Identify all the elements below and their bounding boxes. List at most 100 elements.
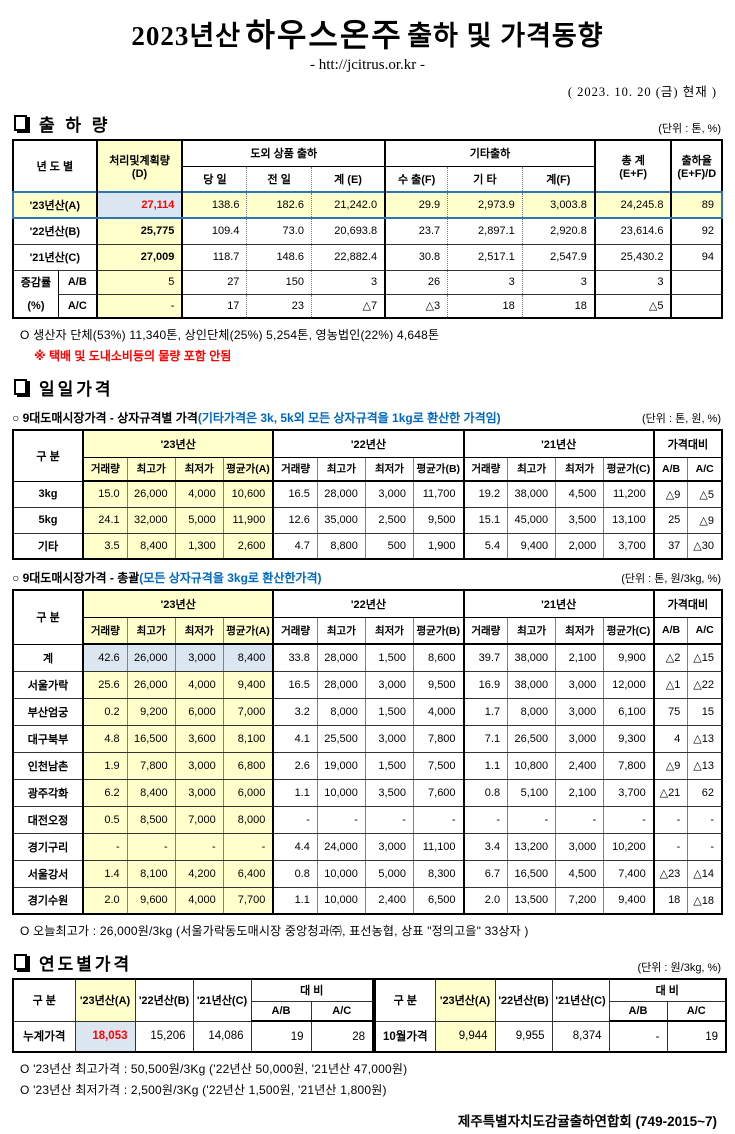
value-cell: 1.1 <box>462 752 508 780</box>
title-year: 2023년산 <box>131 21 242 51</box>
col-header-y21: '21년산(C) <box>551 979 610 1022</box>
col-group-ratio: 가격대비 <box>652 590 722 618</box>
value-cell: 18 <box>447 294 523 319</box>
value-cell: 8,000 <box>222 806 274 834</box>
value-cell: 92 <box>670 218 722 245</box>
yearly-price-tables: 구 분 '23년산(A) '22년산(B) '21년산(C) 대 비 A/B A… <box>12 978 728 1053</box>
value-cell: 9,400 <box>507 533 556 560</box>
value-cell: 28,000 <box>316 481 366 508</box>
shipment-table: 년 도 별 처리및계획량 (D) 도외 상품 출하 기타출하 총 계 (E+F)… <box>12 139 723 319</box>
summary-price-unit-label: (단위 : 톤, 원/3kg, %) <box>621 573 721 585</box>
value-cell: 28,000 <box>316 671 366 699</box>
value-cell: 26,000 <box>126 644 176 672</box>
sub-header: 거래량 <box>462 617 508 645</box>
value-cell: 1.7 <box>462 698 508 726</box>
value-cell: 7,400 <box>603 860 654 888</box>
value-cell: 6,000 <box>174 698 224 726</box>
value-cell: 12,000 <box>603 671 654 699</box>
box-price-row: 5kg 24.1 32,000 5,000 11,900 12.6 35,000 2,500 9… <box>12 507 722 534</box>
value-cell: 1.1 <box>272 779 318 807</box>
value-cell: 73.0 <box>246 218 312 245</box>
value-cell: - <box>174 833 224 861</box>
col-header-etc-sum: 계(F) <box>521 166 595 193</box>
value-cell: 2.6 <box>272 752 318 780</box>
box-price-unit-label: (단위 : 톤, 원, %) <box>642 413 721 425</box>
square-bullet-icon <box>14 114 27 131</box>
organization-footer: 제주특별자치도감귤출하연합회 (749-2015~7) <box>457 1114 717 1129</box>
value-cell: 3,000 <box>555 725 604 753</box>
value-cell: 8,000 <box>316 698 366 726</box>
summary-price-subtitle-blue: (모든 상자규격을 3kg로 환산한가격) <box>139 571 322 585</box>
value-cell: 2.0 <box>82 887 128 915</box>
summary-price-subtitle: ○ 9대도매시장가격 - 총괄(모든 상자규격을 3kg로 환산한가격) (단위… <box>12 569 723 586</box>
value-cell: 8,100 <box>222 725 274 753</box>
value-cell: 7,800 <box>126 752 176 780</box>
value-cell: 8,400 <box>126 533 176 560</box>
value-cell: 5,000 <box>364 860 414 888</box>
row-label: 10월가격 <box>374 1021 436 1053</box>
value-cell: 9,400 <box>222 671 274 699</box>
value-cell: - <box>507 806 556 834</box>
sub-header: 평균가(B) <box>412 617 464 645</box>
row-label: 경기수원 <box>12 887 84 915</box>
value-cell: 8,400 <box>222 644 274 672</box>
yearly-section-header: 연도별가격 (단위 : 원/3kg, %) <box>12 950 723 975</box>
value-cell: 32,000 <box>126 507 176 534</box>
value-cell: △21 <box>652 779 688 807</box>
value-cell: △3 <box>384 294 448 319</box>
square-bullet-icon <box>14 378 27 395</box>
value-cell: 4,000 <box>174 671 224 699</box>
col-header-prevday: 전 일 <box>246 166 312 193</box>
row-label: 인천남촌 <box>12 752 84 780</box>
value-cell: - <box>555 806 604 834</box>
value-cell: 35,000 <box>316 507 366 534</box>
value-cell: 6,500 <box>412 887 464 915</box>
sub-header: 평균가(A) <box>222 457 274 482</box>
market-price-row: 부산엄궁 0.2 9,200 6,000 7,000 3.2 8,000 1,500 4,000… <box>12 698 722 726</box>
sub-header: 최저가 <box>174 617 224 645</box>
value-cell: 2.0 <box>462 887 508 915</box>
value-cell: 118.7 <box>181 244 247 271</box>
october-price-row: 10월가격 9,944 9,955 8,374-19 <box>374 1021 727 1053</box>
sub-header: A/C <box>687 617 722 645</box>
row-label: 광주각화 <box>12 779 84 807</box>
col-header-plan: 처리및계획량 (D) <box>95 140 183 193</box>
value-cell: 10,800 <box>507 752 556 780</box>
value-cell: 10,000 <box>316 860 366 888</box>
row-label: 3kg <box>12 481 84 508</box>
value-cell: 2,517.1 <box>447 244 523 271</box>
summary-price-subtitle-text: ○ 9대도매시장가격 - 총괄(모든 상자규격을 3kg로 환산한가격) <box>12 569 321 586</box>
value-cell: 8,100 <box>126 860 176 888</box>
value-cell: 3,000 <box>174 779 224 807</box>
sub-header: 최고가 <box>507 457 556 482</box>
value-cell: 3,000 <box>555 698 604 726</box>
col-header-out-sum: 계 (E) <box>310 166 386 193</box>
col-group-y21: '21년산 <box>462 430 654 458</box>
value-cell: 16.5 <box>272 481 318 508</box>
sub-header: 최고가 <box>507 617 556 645</box>
value-cell: 9,500 <box>412 671 464 699</box>
col-group-y22: '22년산 <box>272 430 464 458</box>
value-cell: 4.7 <box>272 533 318 560</box>
sub-header: 거래량 <box>82 457 128 482</box>
value-cell: - <box>272 806 318 834</box>
col-group-y22: '22년산 <box>272 590 464 618</box>
col-header-ab: A/B <box>608 1001 668 1022</box>
value-cell: 2,897.1 <box>447 218 523 245</box>
box-price-table: 구 분 '23년산 '22년산 '21년산 가격대비 거래량 최고가 최저가 평… <box>12 429 723 560</box>
value-cell: 3,000 <box>364 481 414 508</box>
sub-header: 최저가 <box>174 457 224 482</box>
value-cell: 15.1 <box>462 507 508 534</box>
col-header-y22: '22년산(B) <box>134 979 193 1022</box>
value-cell: - <box>412 806 464 834</box>
sub-header: A/B <box>652 617 688 645</box>
sub-header: 최고가 <box>316 617 366 645</box>
row-label: '23년산(A) <box>12 191 97 219</box>
value-cell: 6.2 <box>82 779 128 807</box>
daily-section-title: 일일가격 <box>12 375 114 400</box>
shipment-year-row: '21년산(C) 27,009 118.7 148.6 22,882.4 30.8 2,51… <box>12 244 722 271</box>
row-label: '22년산(B) <box>12 218 97 245</box>
producer-note: O 생산자 단체(53%) 11,340톤, 상인단체(25%) 5,254톤,… <box>20 328 440 342</box>
rate-sub-label: (E+F)/D <box>677 168 717 180</box>
value-cell: 4,000 <box>412 698 464 726</box>
